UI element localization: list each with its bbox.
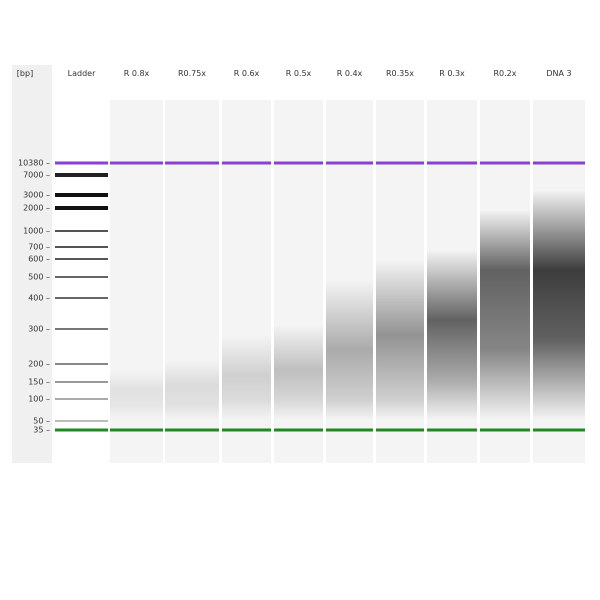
dna-smear <box>480 100 530 463</box>
dna-smear <box>165 100 219 463</box>
ladder-band <box>55 173 108 177</box>
ladder-band <box>55 363 108 365</box>
lane-label: R 0.5x <box>285 69 312 78</box>
upper-marker-band <box>533 161 585 165</box>
upper-marker-band <box>427 161 477 165</box>
upper-marker-band <box>274 161 323 165</box>
lane-label: R 0.8x <box>123 69 150 78</box>
ladder-band <box>55 381 108 383</box>
marker-label: 35 – <box>33 425 50 435</box>
sample-lane[interactable] <box>110 100 163 463</box>
lower-marker-band <box>165 428 219 432</box>
lane-label: R 0.3x <box>439 69 465 78</box>
lane-label: DNA 3 <box>546 69 572 78</box>
marker-label: 700 – <box>28 242 50 252</box>
marker-label: 100 – <box>28 394 50 404</box>
sample-lane[interactable] <box>274 100 323 463</box>
sample-lane[interactable] <box>165 100 219 463</box>
marker-label: 400 – <box>28 293 50 303</box>
upper-marker-band <box>55 161 108 165</box>
lower-marker-band <box>222 428 271 432</box>
upper-marker-band <box>110 161 163 165</box>
ladder-band <box>55 297 108 299</box>
marker-label: 500 – <box>28 272 50 282</box>
upper-marker-band <box>480 161 530 165</box>
lower-marker-band <box>110 428 163 432</box>
dna-smear <box>110 100 163 463</box>
marker-label: 3000 – <box>23 190 50 200</box>
axis-label: [bp] <box>16 69 34 78</box>
sample-lane[interactable] <box>326 100 373 463</box>
sample-lane[interactable] <box>480 100 530 463</box>
dna-smear <box>533 100 585 463</box>
marker-label: 2000 – <box>23 203 50 213</box>
marker-label: 600 – <box>28 254 50 264</box>
lower-marker-band <box>427 428 477 432</box>
lane-label: R0.2x <box>493 69 517 78</box>
sample-lane[interactable] <box>376 100 424 463</box>
upper-marker-band <box>326 161 373 165</box>
upper-marker-band <box>222 161 271 165</box>
ladder-lane[interactable] <box>55 100 108 463</box>
dna-smear <box>274 100 323 463</box>
dna-smear <box>427 100 477 463</box>
marker-label: 300 – <box>28 324 50 334</box>
lower-marker-band <box>533 428 585 432</box>
lane-label: R 0.4x <box>336 69 363 78</box>
lower-marker-band <box>274 428 323 432</box>
lane-label: Ladder <box>67 69 96 78</box>
dna-smear <box>326 100 373 463</box>
ladder-band <box>55 398 108 400</box>
lower-marker-band <box>480 428 530 432</box>
lower-marker-band <box>326 428 373 432</box>
marker-label: 10380 – <box>18 158 50 168</box>
ladder-band <box>55 230 108 232</box>
marker-label: 1000 – <box>23 226 50 236</box>
marker-label: 7000 – <box>23 170 50 180</box>
lower-marker-band <box>55 428 108 432</box>
sample-lane[interactable] <box>533 100 585 463</box>
upper-marker-band <box>165 161 219 165</box>
ladder-band <box>55 193 108 197</box>
upper-marker-band <box>376 161 424 165</box>
marker-label: 50 – <box>33 416 50 426</box>
marker-label: 150 – <box>28 377 50 387</box>
marker-label: 200 – <box>28 359 50 369</box>
ladder-band <box>55 420 108 422</box>
ladder-band <box>55 328 108 330</box>
sample-lane[interactable] <box>427 100 477 463</box>
ladder-band <box>55 246 108 248</box>
dna-smear <box>222 100 271 463</box>
lane-label: R0.75x <box>177 69 207 78</box>
ladder-band <box>55 258 108 260</box>
lane-label: R 0.6x <box>233 69 260 78</box>
dna-smear <box>376 100 424 463</box>
ladder-band <box>55 206 108 210</box>
ladder-band <box>55 276 108 278</box>
lower-marker-band <box>376 428 424 432</box>
bp-axis <box>12 65 52 463</box>
sample-lane[interactable] <box>222 100 271 463</box>
lane-label: R0.35x <box>385 69 415 78</box>
